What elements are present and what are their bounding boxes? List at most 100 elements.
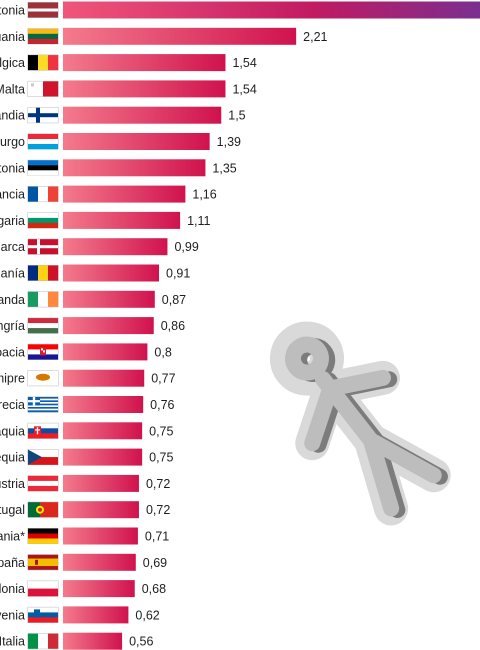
bar-15 [63,369,145,387]
category-label: lonia [0,582,25,596]
category-label: uania [0,30,25,44]
lithuania-flag [27,28,59,45]
category-label: ngría [0,319,25,333]
bar-4 [63,80,226,98]
value-label: 0,99 [174,240,198,254]
bar-3 [63,54,226,72]
category-label: tonia [0,4,25,18]
italy-flag [27,633,59,650]
category-label: tonia [0,161,25,175]
category-label: manía [0,267,25,281]
bar-25 [63,632,123,650]
slovenia-flag [27,606,59,623]
bar-16 [63,396,144,413]
denmark-flag [27,238,59,255]
poland-flag [27,580,59,597]
value-label: 0,75 [149,424,173,438]
crime-scene-body-outline-icon [269,321,451,526]
value-label: 0,91 [166,267,190,281]
category-label: ustria [0,477,25,491]
value-label: 1,35 [212,161,236,175]
category-label: andia [0,109,25,123]
bar-24 [63,606,129,624]
value-label: 1,16 [192,188,216,202]
romania-flag [27,265,59,281]
value-label: 0,8 [154,345,171,359]
value-label: 0,68 [142,582,166,596]
value-label: 0,72 [146,503,170,517]
slovakia-flag [27,422,59,439]
value-label: 2,21 [303,30,327,44]
cyprus-flag [27,370,59,387]
bar-19 [63,474,139,492]
bar-18 [63,448,143,466]
austria-flag [27,475,59,492]
bulgaria-flag [27,212,59,229]
spain-flag [27,554,59,571]
value-label: 1,11 [187,214,210,228]
category-label: equia [0,451,25,465]
category-label: garia [0,214,25,228]
ireland-flag [27,291,59,308]
bar-20 [63,501,139,519]
value-label: 0,76 [150,398,174,412]
category-label: hipre [0,372,25,386]
bar-22 [63,553,136,571]
bar-1 [63,1,480,19]
czechia-flag [27,449,59,466]
value-label: 0,62 [135,608,159,622]
portugal-flag [27,501,59,518]
category-label: venia [0,608,25,622]
value-label: 1,54 [232,82,256,96]
value-label: 0,69 [143,556,167,570]
bar-10 [63,238,168,256]
luxembourg-flag [27,133,59,150]
croatia-flag [27,343,59,360]
category-label: ania* [0,530,25,544]
value-label: 1,54 [232,56,256,70]
category-label: urgo [0,135,25,149]
malta-flag [27,80,59,97]
category-label: anda [0,293,25,307]
category-label: aquia [0,424,25,438]
bar-2 [63,27,297,45]
france-flag [27,186,59,203]
category-label: ancia [0,188,25,202]
category-label: tugal [0,503,25,517]
bar-11 [63,264,160,282]
bar-23 [63,580,135,598]
latvia-flag [27,2,59,18]
value-label: 0,87 [162,293,186,307]
category-label: marca [0,240,25,254]
category-label: recia [0,398,25,412]
bar-12 [63,290,155,308]
germany-flag [27,528,59,544]
estonia-flag [27,159,59,176]
belgium-flag [27,54,59,71]
finland-flag [27,107,59,124]
bar-7 [63,159,206,177]
bar-17 [63,422,143,440]
bar-9 [63,211,181,229]
value-label: 0,72 [146,477,170,491]
hungary-flag [27,317,59,334]
category-label: lgica [0,56,25,70]
value-label: 0,56 [129,635,153,649]
value-label: 0,86 [161,319,185,333]
value-label: 0,77 [151,372,175,386]
value-label: 1,39 [217,135,241,149]
bar-14 [63,343,148,361]
bar-8 [63,185,186,203]
value-label: 1,5 [228,109,245,123]
bar-5 [63,106,222,124]
category-label: oacia [0,345,25,359]
bar-21 [63,527,138,545]
category-label: Malta [0,82,25,96]
category-label: Italia [0,635,25,649]
category-label: paña [0,556,25,570]
greece-flag [27,396,59,413]
value-label: 0,75 [149,451,173,465]
bar-6 [63,133,210,150]
bar-13 [63,317,154,335]
